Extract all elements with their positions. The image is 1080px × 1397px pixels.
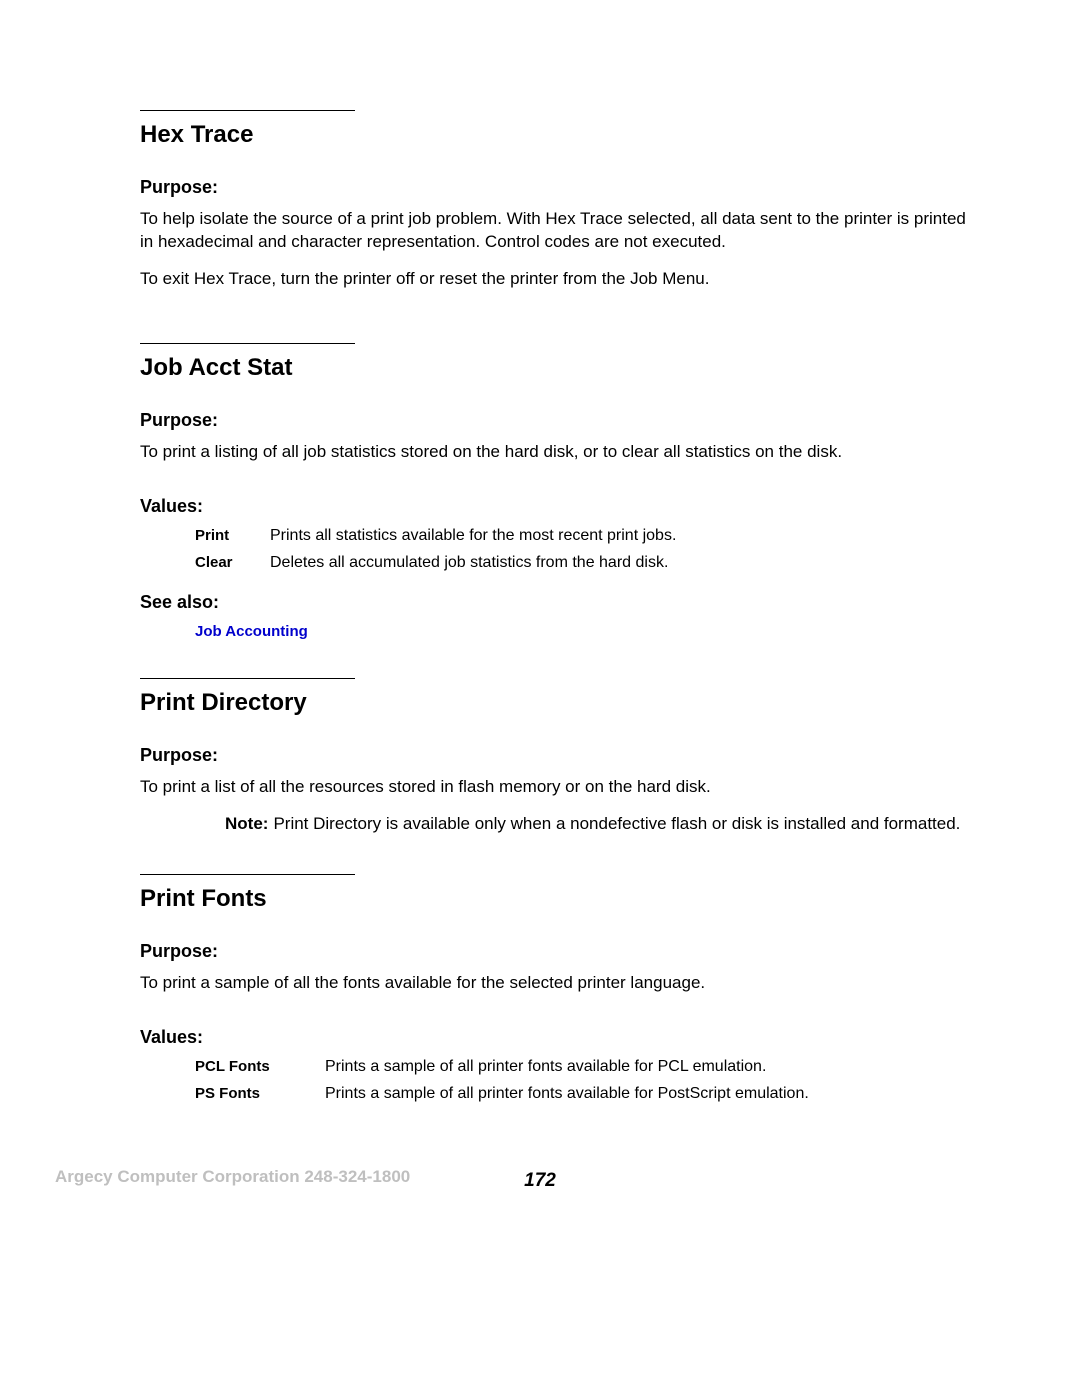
body-paragraph: To help isolate the source of a print jo… xyxy=(140,208,980,254)
body-paragraph: To exit Hex Trace, turn the printer off … xyxy=(140,268,980,291)
values-row: PS Fonts Prints a sample of all printer … xyxy=(195,1085,980,1103)
values-row: PCL Fonts Prints a sample of all printer… xyxy=(195,1058,980,1076)
section-divider xyxy=(140,874,355,875)
purpose-label: Purpose: xyxy=(140,177,980,198)
section-divider xyxy=(140,343,355,344)
section-title-print-fonts: Print Fonts xyxy=(140,885,980,913)
see-also-link[interactable]: Job Accounting xyxy=(195,623,980,640)
values-key: Print xyxy=(195,527,270,545)
purpose-label: Purpose: xyxy=(140,410,980,431)
values-description: Prints a sample of all printer fonts ava… xyxy=(325,1058,766,1076)
note-label: Note: xyxy=(225,814,268,833)
see-also-label: See also: xyxy=(140,592,980,613)
footer-text: Argecy Computer Corporation 248-324-1800 xyxy=(55,1167,410,1187)
values-key: PS Fonts xyxy=(195,1085,325,1103)
values-label: Values: xyxy=(140,496,980,517)
section-divider xyxy=(140,110,355,111)
values-row: Print Prints all statistics available fo… xyxy=(195,527,980,545)
note-block: Note: Print Directory is available only w… xyxy=(225,813,980,836)
section-divider xyxy=(140,678,355,679)
values-description: Prints all statistics available for the … xyxy=(270,527,676,545)
body-paragraph: To print a sample of all the fonts avail… xyxy=(140,972,980,995)
purpose-label: Purpose: xyxy=(140,745,980,766)
note-text: Print Directory is available only when a… xyxy=(273,814,960,833)
values-description: Prints a sample of all printer fonts ava… xyxy=(325,1085,809,1103)
page-content: Hex Trace Purpose: To help isolate the s… xyxy=(0,0,1080,1103)
section-title-print-directory: Print Directory xyxy=(140,689,980,717)
values-row: Clear Deletes all accumulated job statis… xyxy=(195,554,980,572)
section-title-job-acct: Job Acct Stat xyxy=(140,354,980,382)
values-table: PCL Fonts Prints a sample of all printer… xyxy=(195,1058,980,1103)
values-description: Deletes all accumulated job statistics f… xyxy=(270,554,668,572)
values-label: Values: xyxy=(140,1027,980,1048)
body-paragraph: To print a list of all the resources sto… xyxy=(140,776,980,799)
values-table: Print Prints all statistics available fo… xyxy=(195,527,980,572)
purpose-label: Purpose: xyxy=(140,941,980,962)
values-key: Clear xyxy=(195,554,270,572)
values-key: PCL Fonts xyxy=(195,1058,325,1076)
body-paragraph: To print a listing of all job statistics… xyxy=(140,441,980,464)
section-title-hex-trace: Hex Trace xyxy=(140,121,980,149)
